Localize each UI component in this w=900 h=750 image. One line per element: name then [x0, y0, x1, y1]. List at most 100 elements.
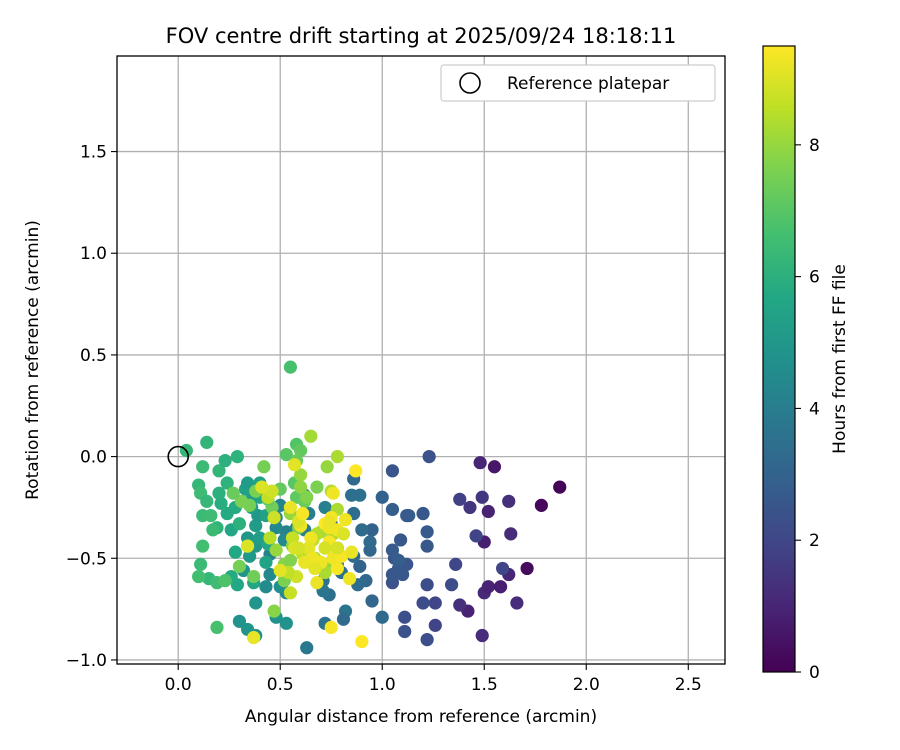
- data-point: [269, 543, 283, 557]
- colorbar-tick-label: 6: [809, 268, 820, 288]
- grid-lines: [117, 56, 725, 664]
- data-point: [263, 567, 277, 582]
- data-point: [318, 565, 332, 580]
- data-point: [463, 500, 477, 515]
- data-point: [296, 506, 310, 521]
- data-point: [330, 561, 344, 576]
- x-axis-ticks: 0.0 0.5 1.0 1.5 2.0 2.5: [165, 664, 702, 695]
- data-point: [230, 449, 244, 464]
- data-point: [304, 531, 318, 545]
- data-point: [553, 480, 567, 494]
- data-point: [338, 513, 353, 527]
- data-point: [249, 596, 263, 610]
- data-point: [247, 630, 261, 645]
- data-point: [232, 614, 247, 628]
- data-point: [210, 620, 224, 634]
- data-point: [398, 624, 412, 639]
- data-point: [496, 561, 510, 576]
- data-point: [318, 500, 332, 515]
- x-axis-label: Angular distance from reference (arcmin): [245, 707, 597, 727]
- data-point: [428, 596, 442, 610]
- data-point: [365, 523, 379, 537]
- data-point: [420, 539, 434, 553]
- plot-frame: [116, 55, 726, 665]
- data-point: [200, 435, 214, 449]
- colorbar-ticks: 0 2 4 6 8: [795, 136, 820, 683]
- data-point: [416, 596, 430, 610]
- x-tick-label: 2.0: [573, 675, 600, 695]
- data-point: [263, 531, 277, 545]
- y-tick-label: 0.5: [80, 346, 107, 366]
- data-point: [365, 594, 379, 608]
- data-point: [234, 494, 249, 508]
- data-point: [385, 543, 400, 557]
- data-point: [355, 523, 369, 537]
- legend-box: [440, 64, 716, 102]
- data-point: [487, 460, 502, 474]
- data-point: [283, 553, 298, 567]
- data-point: [481, 580, 495, 594]
- data-point: [481, 504, 495, 519]
- y-tick-label: −1.0: [66, 651, 107, 671]
- colorbar-tick-label: 4: [809, 399, 820, 419]
- data-point: [318, 541, 332, 555]
- reference-platepar-marker: [167, 445, 190, 468]
- data-point: [453, 598, 467, 612]
- data-point: [240, 539, 255, 553]
- data-point: [493, 580, 508, 594]
- data-point: [294, 480, 308, 494]
- data-point: [420, 578, 434, 592]
- data-point: [324, 620, 338, 634]
- data-point: [232, 559, 247, 573]
- data-point: [265, 484, 279, 498]
- data-point: [243, 549, 257, 563]
- data-point: [420, 525, 434, 539]
- data-point: [308, 561, 322, 576]
- data-point: [355, 635, 369, 649]
- data-point: [218, 574, 232, 588]
- data-point: [214, 496, 228, 510]
- data-points: [179, 360, 567, 655]
- data-point: [257, 460, 271, 474]
- legend-marker-icon: [459, 72, 481, 94]
- data-point: [310, 576, 324, 590]
- data-point: [279, 616, 293, 630]
- colorbar-tick-label: 8: [809, 136, 820, 156]
- data-point: [336, 612, 351, 626]
- data-point: [326, 486, 340, 500]
- data-point: [232, 517, 247, 531]
- data-point: [300, 641, 314, 655]
- y-axis-ticks: −1.0 −0.5 0.0 0.5 1.0 1.5: [66, 143, 117, 671]
- data-point: [298, 555, 312, 569]
- data-point: [194, 557, 208, 571]
- data-point: [285, 531, 300, 545]
- data-point: [226, 486, 240, 500]
- y-tick-label: 1.0: [80, 244, 107, 264]
- data-point: [385, 464, 400, 478]
- data-point: [204, 508, 218, 523]
- data-point: [267, 510, 281, 525]
- chart-title: FOV centre drift starting at 2025/09/24 …: [166, 24, 677, 48]
- data-point: [283, 586, 298, 600]
- data-point: [196, 539, 210, 553]
- data-point: [534, 498, 548, 512]
- x-tick-label: 1.0: [369, 675, 396, 695]
- data-point: [294, 443, 308, 458]
- data-point: [469, 529, 483, 543]
- colorbar: 0 2 4 6 8 Hours from first FF file: [762, 45, 850, 683]
- data-point: [475, 490, 489, 504]
- data-point: [322, 515, 336, 529]
- data-point: [291, 541, 306, 555]
- y-tick-label: 0.0: [80, 448, 107, 468]
- data-point: [255, 480, 269, 494]
- data-point: [449, 557, 463, 571]
- data-point: [391, 553, 406, 567]
- data-point: [453, 492, 467, 506]
- data-point: [396, 567, 410, 582]
- y-axis-label: Rotation from reference (arcmin): [23, 220, 43, 500]
- data-point: [393, 533, 408, 547]
- data-point: [398, 610, 412, 624]
- data-point: [287, 458, 302, 472]
- x-tick-label: 0.0: [165, 675, 192, 695]
- x-tick-label: 1.5: [471, 675, 498, 695]
